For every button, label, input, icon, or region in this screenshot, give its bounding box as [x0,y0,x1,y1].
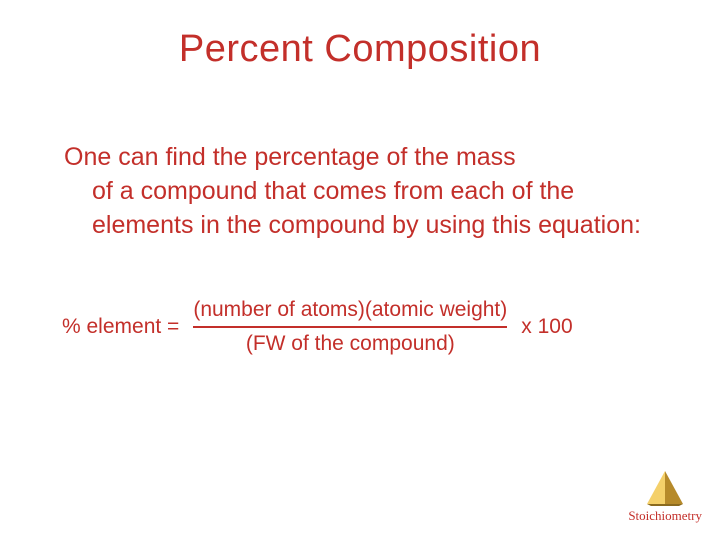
pyramid-icon [643,470,687,506]
footer-label: Stoichiometry [628,508,702,524]
formula-numerator: (number of atoms)(atomic weight) [193,298,507,322]
body-paragraph: One can find the percentage of the mass … [60,141,660,242]
formula-lhs: % element = [62,315,179,339]
pyramid-base-shadow [647,504,683,506]
body-line-1: One can find the percentage of the mass [64,143,516,171]
formula-row: % element = (number of atoms)(atomic wei… [60,298,660,356]
pyramid-right-face [665,471,683,504]
footer: Stoichiometry [628,470,702,524]
fraction-line [193,326,507,328]
body-rest: of a compound that comes from each of th… [64,175,656,243]
formula-fraction: (number of atoms)(atomic weight) (FW of … [193,298,507,356]
slide-title: Percent Composition [60,28,660,71]
formula-denominator: (FW of the compound) [246,332,455,356]
formula-multiplier: x 100 [521,315,572,339]
pyramid-left-face [647,471,665,504]
slide: Percent Composition One can find the per… [0,0,720,540]
